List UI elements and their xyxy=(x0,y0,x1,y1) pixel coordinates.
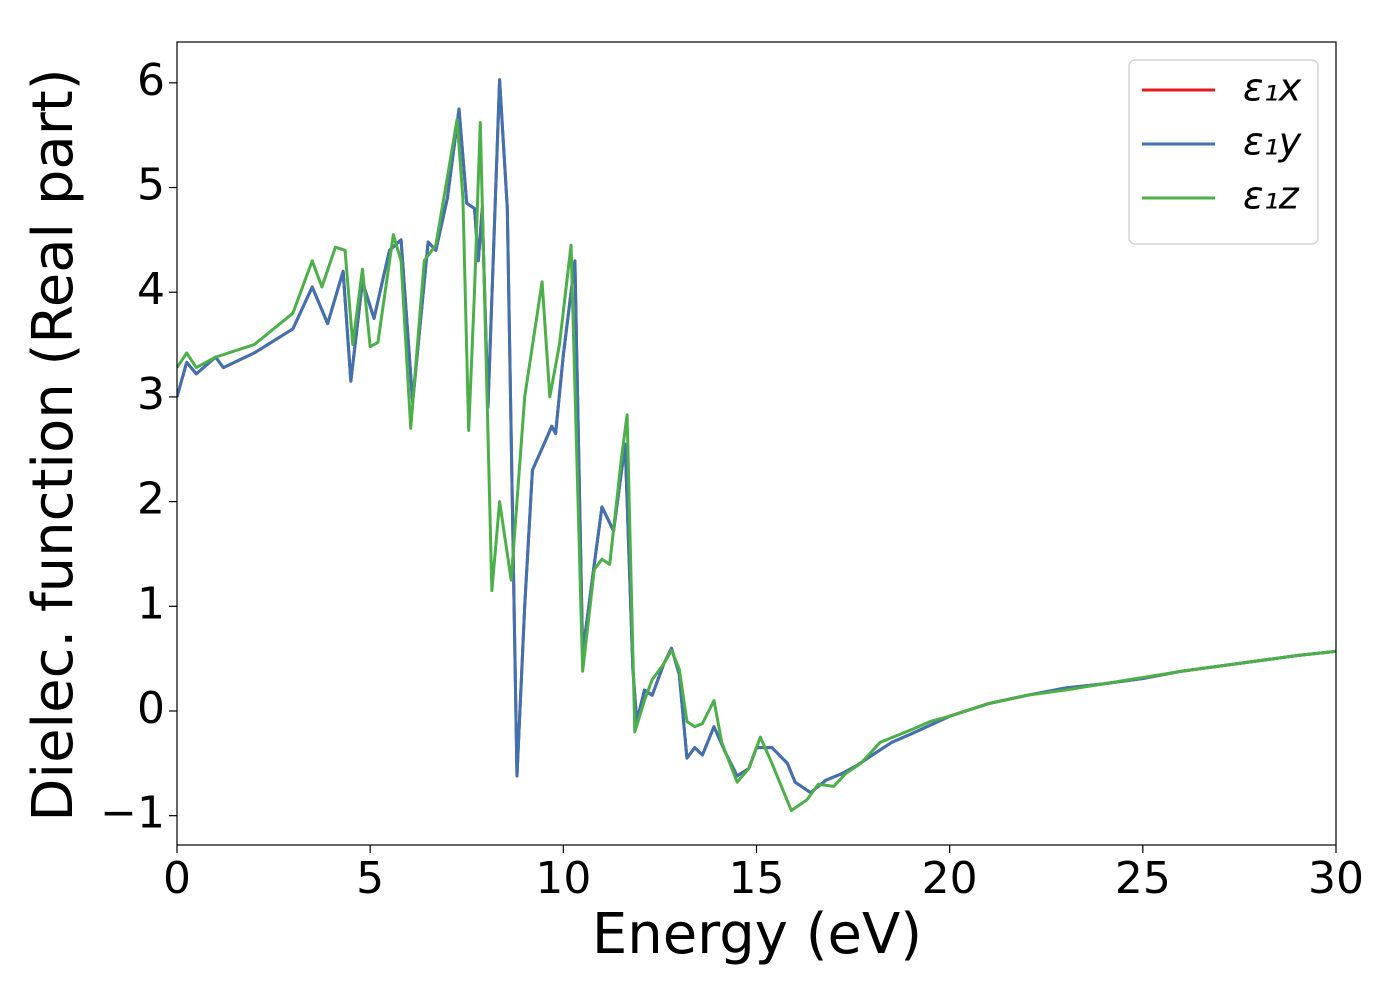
x-axis-label: Energy (eV) xyxy=(592,902,922,967)
x-tick-label: 10 xyxy=(535,853,591,904)
legend-text: ε₁x xyxy=(1243,66,1302,110)
x-tick-label: 5 xyxy=(356,853,384,904)
data-line xyxy=(177,78,1336,795)
y-tick-label: 6 xyxy=(137,55,165,106)
data-line xyxy=(177,117,1336,812)
legend-text: ε₁y xyxy=(1243,120,1302,164)
y-tick-label: 0 xyxy=(137,683,165,734)
plot-frame xyxy=(176,41,1337,846)
x-tick-label: 15 xyxy=(729,853,785,904)
x-tick-label: 0 xyxy=(163,853,191,904)
x-tick-label: 25 xyxy=(1115,853,1171,904)
y-axis-label: Dielec. function (Real part) xyxy=(21,68,86,821)
y-tick-label: 2 xyxy=(137,474,165,525)
y-tick-label: 1 xyxy=(137,578,165,629)
y-tick-label: 3 xyxy=(137,369,165,420)
y-tick-label: −1 xyxy=(100,788,165,839)
legend-text: ε₁z xyxy=(1243,174,1300,218)
x-tick-label: 20 xyxy=(922,853,978,904)
y-tick-label: 4 xyxy=(137,264,165,315)
x-tick-label: 30 xyxy=(1308,853,1364,904)
y-tick-label: 5 xyxy=(137,160,165,211)
